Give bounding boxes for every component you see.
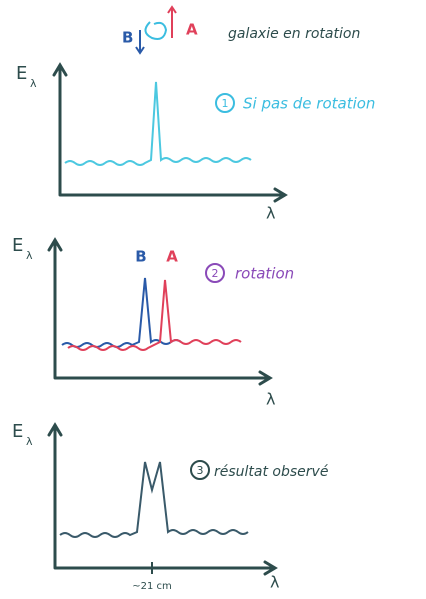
panel-number: 3 [197,464,204,477]
x-axis-label: λ [266,390,275,409]
number-circle [190,460,210,480]
label-a: A [186,21,198,39]
arrow-up [167,5,177,38]
axes [47,237,273,386]
number-circle [205,263,225,283]
axes [47,422,278,576]
y-axis-label: E [16,63,27,84]
x-tick-label: ~21 cm [132,581,172,592]
panel-title: résultat observé [214,464,329,480]
x-axis-label: λ [270,573,279,592]
y-axis-sub: λ [26,435,33,448]
spectrum-a [67,279,242,351]
panel-number: 1 [222,97,229,110]
y-axis-label: E [12,421,23,442]
y-axis-label: E [12,235,23,256]
galaxy-icon [144,21,168,40]
y-axis-sub: λ [30,77,37,90]
number-circle [215,93,235,113]
peak-label: A [166,248,178,266]
spectrum-line [59,461,249,538]
arrow-down [135,30,145,55]
axes [52,62,288,203]
spectrum-line [64,81,252,166]
caption: galaxie en rotation [228,26,360,42]
label-b: B [122,29,133,47]
x-axis-label: λ [266,204,275,223]
panel-title: rotation [235,265,294,283]
y-axis-sub: λ [26,249,33,262]
panel-number: 2 [212,267,219,280]
panel-title: Si pas de rotation [243,95,375,113]
peak-label: B [135,248,146,266]
